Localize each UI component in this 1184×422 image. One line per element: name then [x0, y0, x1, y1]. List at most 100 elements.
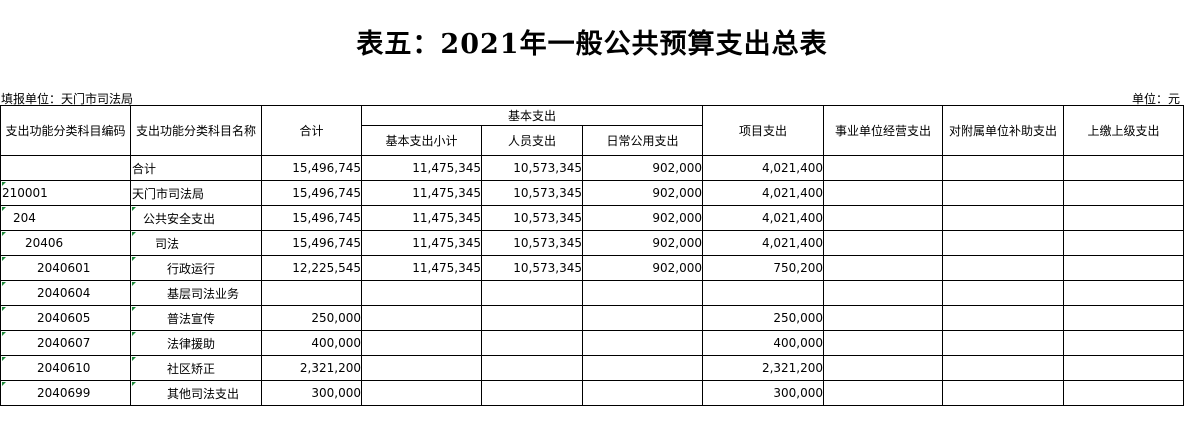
cell-upper[interactable]	[1063, 280, 1184, 306]
cell-personnel[interactable]: 10,573,345	[481, 230, 583, 256]
cell-daily[interactable]: 902,000	[581, 155, 704, 181]
cell-project[interactable]: 750,200	[702, 255, 825, 281]
cell-personnel[interactable]: 10,573,345	[481, 155, 583, 181]
cell-basic[interactable]	[361, 355, 482, 381]
cell-personnel[interactable]	[481, 380, 583, 406]
cell-daily[interactable]	[581, 280, 704, 306]
cell-business[interactable]	[823, 330, 944, 356]
cell-code[interactable]: 2040604	[0, 280, 131, 306]
cell-subsidy[interactable]	[942, 305, 1065, 331]
cell-name[interactable]: 天门市司法局	[130, 180, 262, 206]
cell-name[interactable]: 基层司法业务	[130, 280, 262, 306]
cell-subsidy[interactable]	[942, 380, 1065, 406]
cell-daily[interactable]: 902,000	[581, 205, 704, 231]
cell-upper[interactable]	[1063, 255, 1184, 281]
cell-basic[interactable]: 11,475,345	[361, 155, 482, 181]
cell-basic[interactable]: 11,475,345	[361, 255, 482, 281]
cell-daily[interactable]	[581, 355, 704, 381]
cell-total[interactable]: 400,000	[261, 330, 362, 356]
cell-upper[interactable]	[1063, 180, 1184, 206]
cell-total[interactable]: 15,496,745	[261, 205, 362, 231]
cell-basic[interactable]	[361, 305, 482, 331]
cell-code[interactable]: 2040601	[0, 255, 131, 281]
cell-total[interactable]	[261, 280, 362, 306]
cell-name[interactable]: 其他司法支出	[130, 380, 262, 406]
cell-personnel[interactable]: 10,573,345	[481, 205, 583, 231]
cell-daily[interactable]	[581, 380, 704, 406]
cell-personnel[interactable]: 10,573,345	[481, 180, 583, 206]
cell-subsidy[interactable]	[942, 205, 1065, 231]
cell-total[interactable]: 250,000	[261, 305, 362, 331]
cell-subsidy[interactable]	[942, 280, 1065, 306]
cell-total[interactable]: 12,225,545	[261, 255, 362, 281]
cell-total[interactable]: 300,000	[261, 380, 362, 406]
cell-subsidy[interactable]	[942, 230, 1065, 256]
cell-code[interactable]: 2040605	[0, 305, 131, 331]
cell-business[interactable]	[823, 255, 944, 281]
cell-project[interactable]	[702, 280, 825, 306]
cell-business[interactable]	[823, 380, 944, 406]
cell-business[interactable]	[823, 230, 944, 256]
cell-upper[interactable]	[1063, 205, 1184, 231]
cell-basic[interactable]	[361, 280, 482, 306]
cell-project[interactable]: 250,000	[702, 305, 825, 331]
cell-subsidy[interactable]	[942, 355, 1065, 381]
cell-project[interactable]: 4,021,400	[702, 205, 825, 231]
cell-business[interactable]	[823, 280, 944, 306]
cell-business[interactable]	[823, 180, 944, 206]
cell-subsidy[interactable]	[942, 255, 1065, 281]
cell-project[interactable]: 400,000	[702, 330, 825, 356]
cell-daily[interactable]	[581, 330, 704, 356]
cell-code[interactable]: 2040610	[0, 355, 131, 381]
cell-upper[interactable]	[1063, 330, 1184, 356]
cell-name[interactable]: 行政运行	[130, 255, 262, 281]
cell-personnel[interactable]	[481, 355, 583, 381]
cell-total[interactable]: 15,496,745	[261, 180, 362, 206]
cell-basic[interactable]: 11,475,345	[361, 180, 482, 206]
cell-project[interactable]: 4,021,400	[702, 180, 825, 206]
cell-personnel[interactable]	[481, 280, 583, 306]
cell-daily[interactable]: 902,000	[581, 255, 704, 281]
cell-upper[interactable]	[1063, 305, 1184, 331]
cell-name[interactable]: 社区矫正	[130, 355, 262, 381]
cell-upper[interactable]	[1063, 230, 1184, 256]
cell-business[interactable]	[823, 205, 944, 231]
cell-total[interactable]: 15,496,745	[261, 230, 362, 256]
cell-subsidy[interactable]	[942, 330, 1065, 356]
cell-daily[interactable]	[581, 305, 704, 331]
cell-subsidy[interactable]	[942, 155, 1065, 181]
cell-basic[interactable]: 11,475,345	[361, 205, 482, 231]
cell-business[interactable]	[823, 305, 944, 331]
cell-code[interactable]: 2040607	[0, 330, 131, 356]
cell-basic[interactable]	[361, 380, 482, 406]
cell-personnel[interactable]	[481, 305, 583, 331]
cell-project[interactable]: 300,000	[702, 380, 825, 406]
cell-business[interactable]	[823, 355, 944, 381]
cell-project[interactable]: 4,021,400	[702, 155, 825, 181]
cell-name[interactable]: 公共安全支出	[130, 205, 262, 231]
cell-code[interactable]: 210001	[0, 180, 131, 206]
cell-upper[interactable]	[1063, 380, 1184, 406]
cell-name[interactable]: 合计	[130, 155, 262, 181]
cell-name[interactable]: 司法	[130, 230, 262, 256]
cell-daily[interactable]: 902,000	[581, 230, 704, 256]
cell-personnel[interactable]	[481, 330, 583, 356]
cell-code[interactable]: 204	[0, 205, 131, 231]
cell-upper[interactable]	[1063, 355, 1184, 381]
cell-code[interactable]: 2040699	[0, 380, 131, 406]
cell-name[interactable]: 普法宣传	[130, 305, 262, 331]
cell-code[interactable]	[0, 155, 131, 181]
cell-personnel[interactable]: 10,573,345	[481, 255, 583, 281]
cell-basic[interactable]	[361, 330, 482, 356]
cell-upper[interactable]	[1063, 155, 1184, 181]
cell-business[interactable]	[823, 155, 944, 181]
cell-name[interactable]: 法律援助	[130, 330, 262, 356]
cell-subsidy[interactable]	[942, 180, 1065, 206]
cell-project[interactable]: 4,021,400	[702, 230, 825, 256]
cell-code[interactable]: 20406	[0, 230, 131, 256]
cell-total[interactable]: 15,496,745	[261, 155, 362, 181]
cell-project[interactable]: 2,321,200	[702, 355, 825, 381]
cell-total[interactable]: 2,321,200	[261, 355, 362, 381]
cell-basic[interactable]: 11,475,345	[361, 230, 482, 256]
cell-daily[interactable]: 902,000	[581, 180, 704, 206]
